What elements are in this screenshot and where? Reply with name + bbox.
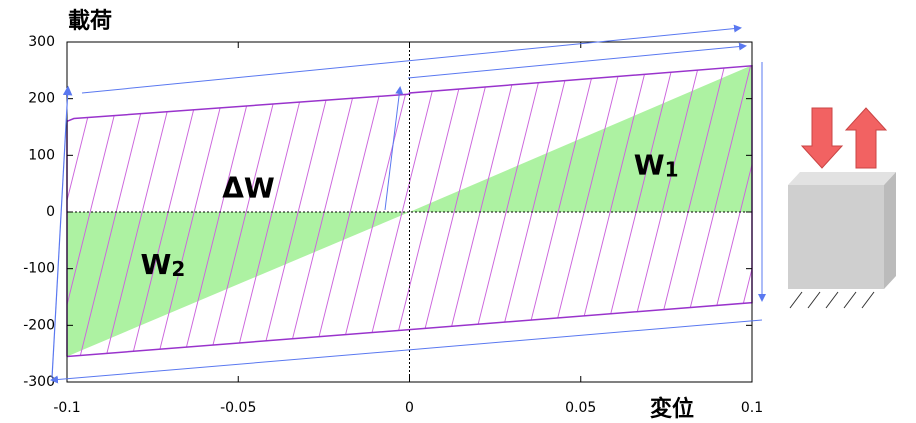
specimen-icon xyxy=(788,108,896,308)
x-tick-label: -0.05 xyxy=(220,400,256,416)
annotation-text: W xyxy=(140,248,171,281)
y-tick-label: 0 xyxy=(46,204,55,220)
annotation-subscript: 2 xyxy=(171,256,185,280)
x-tick-label: -0.1 xyxy=(53,400,80,416)
plot: -300 -200 -100 0 100 200 300 -0.1 -0.05 0 0.05 0.1 Δ… xyxy=(23,34,763,416)
annotation-text: ΔW xyxy=(222,171,275,204)
y-tick-label: 200 xyxy=(28,91,55,107)
x-tick-label: 0.1 xyxy=(741,400,763,416)
y-tick-label: -200 xyxy=(23,317,55,333)
y-tick-label: -100 xyxy=(23,261,55,277)
x-axis-label: 変位 xyxy=(650,396,694,422)
y-tick-label: -300 xyxy=(23,374,55,390)
annotation-subscript: 1 xyxy=(665,157,679,181)
y-axis-label: 載荷 xyxy=(68,8,112,34)
chart: 載荷 変位 -300 -200 -100 0 100 200 300 -0.1 -0.05 0 0.… xyxy=(0,0,916,423)
x-tick-label: 0.05 xyxy=(565,400,596,416)
x-tick-label: 0 xyxy=(405,400,414,416)
annotation: ΔW xyxy=(222,171,275,204)
y-tick-label: 100 xyxy=(28,147,55,163)
y-tick-label: 300 xyxy=(28,34,55,50)
annotation-text: W xyxy=(634,149,665,182)
